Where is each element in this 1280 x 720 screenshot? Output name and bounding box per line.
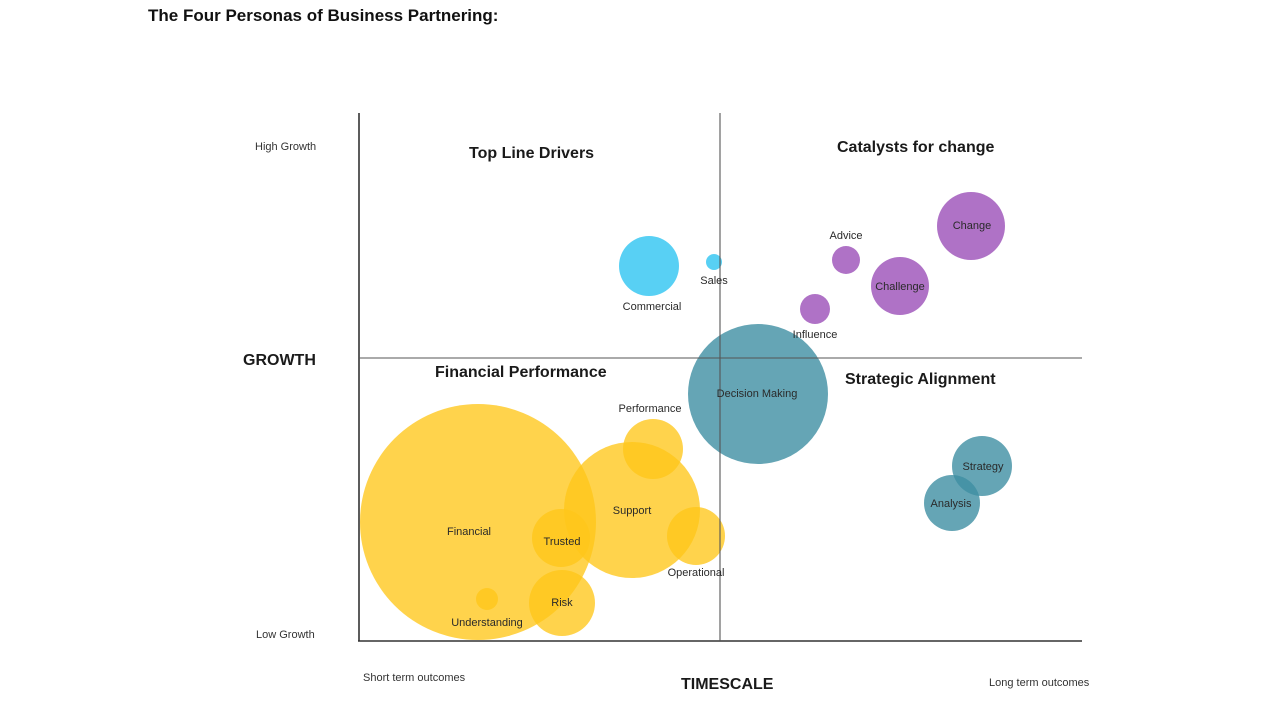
- challenge-bubble: [871, 257, 929, 315]
- performance-label: Performance: [619, 403, 682, 415]
- analysis-label: Analysis: [931, 498, 972, 510]
- analysis-bubble: [924, 475, 980, 531]
- commercial-label: Commercial: [623, 301, 682, 313]
- challenge-label: Challenge: [875, 281, 925, 293]
- support-label: Support: [613, 505, 652, 517]
- quadrant-bottom-left-title: Financial Performance: [435, 364, 607, 381]
- change-label: Change: [953, 220, 992, 232]
- understanding-label: Understanding: [451, 617, 523, 629]
- operational-label: Operational: [668, 567, 725, 579]
- performance-bubble: [623, 419, 683, 479]
- page-title: The Four Personas of Business Partnering…: [148, 6, 499, 25]
- decision-bubble: [688, 324, 828, 464]
- quadrant-bottom-right-title: Strategic Alignment: [845, 371, 996, 388]
- operational-bubble: [667, 507, 725, 565]
- bubbles-layer: [360, 192, 1012, 640]
- influence-bubble: [800, 294, 830, 324]
- trusted-bubble: [532, 509, 590, 567]
- risk-bubble: [529, 570, 595, 636]
- y-high-label: High Growth: [255, 141, 316, 153]
- x-axis-title: TIMESCALE: [681, 676, 774, 693]
- financial-label: Financial: [447, 526, 491, 538]
- quadrant-top-right-title: Catalysts for change: [837, 139, 994, 156]
- y-axis-title: GROWTH: [243, 352, 316, 369]
- trusted-label: Trusted: [544, 536, 581, 548]
- sales-label: Sales: [700, 275, 728, 287]
- bubble-labels-layer: Financial Support Performance Operational Tr…: [447, 220, 1004, 629]
- influence-label: Influence: [793, 329, 838, 341]
- advice-label: Advice: [829, 230, 862, 242]
- change-bubble: [937, 192, 1005, 260]
- strategy-label: Strategy: [963, 461, 1004, 473]
- commercial-bubble: [619, 236, 679, 296]
- x-short-label: Short term outcomes: [363, 672, 466, 684]
- x-long-label: Long term outcomes: [989, 677, 1090, 689]
- risk-label: Risk: [551, 597, 573, 609]
- financial-bubble: [360, 404, 596, 640]
- sales-bubble: [706, 254, 722, 270]
- decision-label: Decision Making: [717, 388, 798, 400]
- understanding-bubble: [476, 588, 498, 610]
- advice-bubble: [832, 246, 860, 274]
- quadrant-top-left-title: Top Line Drivers: [469, 145, 594, 162]
- y-low-label: Low Growth: [256, 629, 315, 641]
